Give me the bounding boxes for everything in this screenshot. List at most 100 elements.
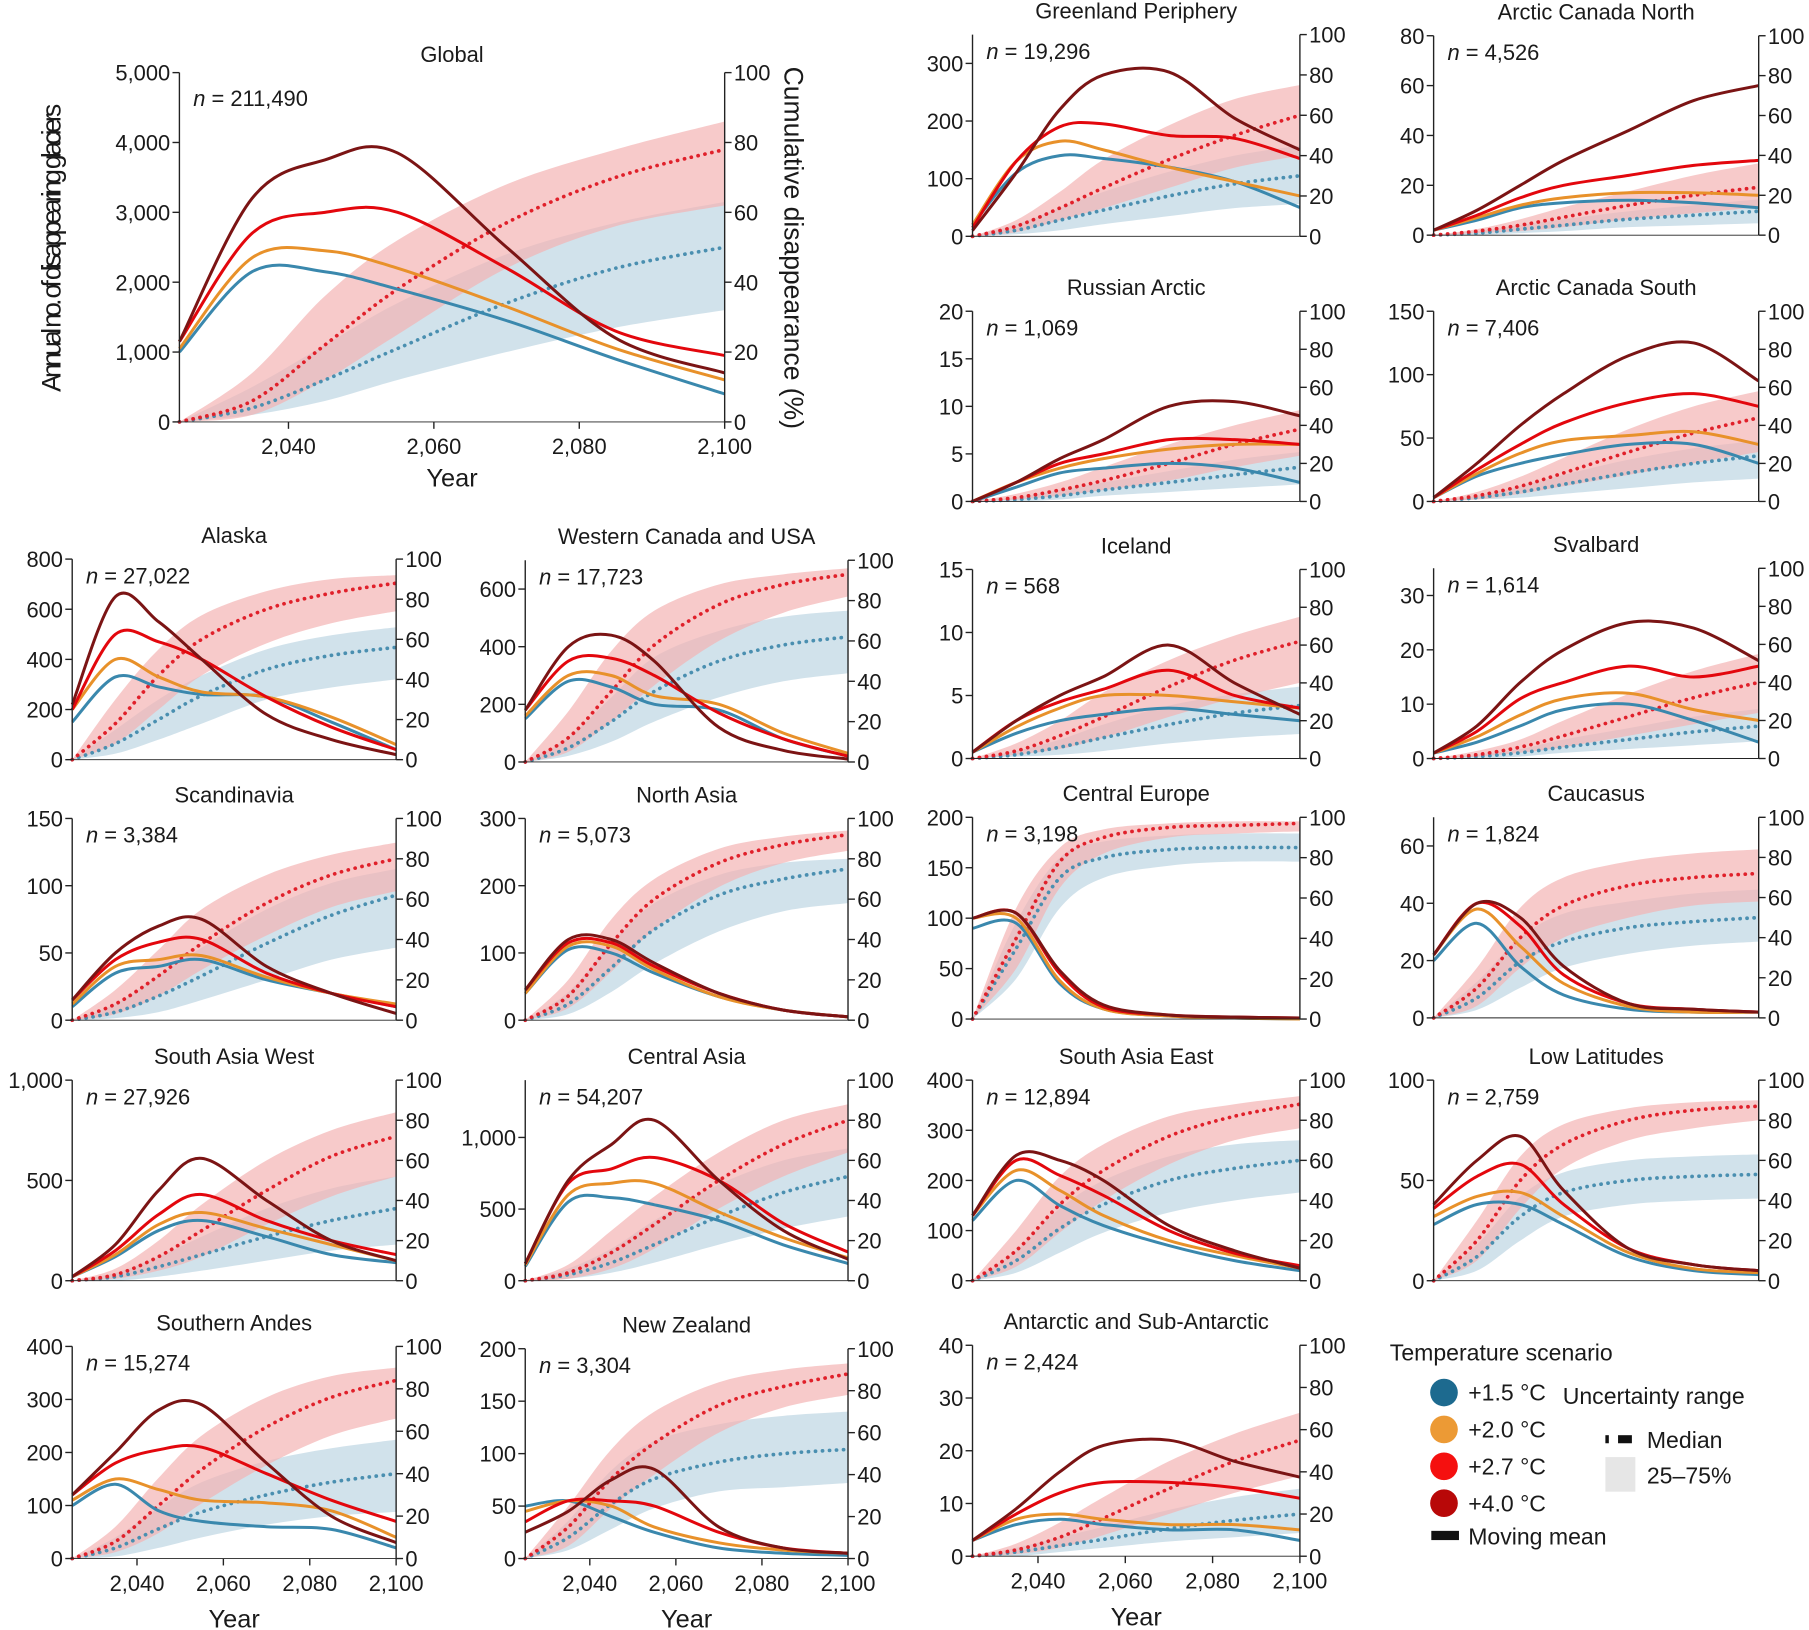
- right-tick-label: 60: [1309, 1148, 1333, 1173]
- left-tick-label: 50: [39, 941, 63, 966]
- left-tick-label: 50: [1400, 426, 1424, 451]
- right-tick-label: 100: [1768, 805, 1805, 830]
- moving-mean-2.7: [1432, 392, 1759, 499]
- right-tick-label: 20: [857, 1229, 881, 1254]
- sample-size-label: n = 19,296: [986, 39, 1090, 64]
- panel-title: Greenland Periphery: [1035, 0, 1237, 23]
- moving-mean-2.7: [523, 1155, 849, 1265]
- cum-red-median-line: [177, 147, 727, 424]
- right-tick-label: 0: [1309, 747, 1321, 772]
- moving-mean-4.0: [971, 399, 1301, 503]
- moving-mean-2.0: [971, 692, 1301, 754]
- right-tick-label: 100: [734, 61, 771, 86]
- cum-red-median-line: [523, 832, 850, 1023]
- moving-mean-swatch-icon: [1431, 1530, 1459, 1541]
- left-tick-label: 40: [1400, 891, 1424, 916]
- right-tick-label: 40: [1309, 926, 1333, 951]
- right-tick-label: 60: [1309, 375, 1333, 400]
- left-tick-label: 40: [939, 1333, 963, 1358]
- cum-blue-median-line: [523, 635, 850, 764]
- legend-title: Temperature scenario: [1390, 1339, 1613, 1365]
- right-tick-label: 40: [1768, 671, 1792, 696]
- moving-mean-2.0: [1432, 429, 1759, 499]
- right-tick-label: 100: [405, 1068, 442, 1093]
- band-blue-iqr: [972, 1140, 1300, 1281]
- cum-blue-median-line: [970, 1512, 1302, 1559]
- band-red-iqr: [972, 1412, 1300, 1557]
- left-tick-label: 1,000: [461, 1126, 516, 1151]
- left-tick-label: 15: [939, 558, 963, 583]
- left-tick-label: 0: [1412, 490, 1424, 515]
- panel-antarctic-and-sub-antarctic: 0 10 20 30 40 0 20 40 60 80 100 2,040 2,060 2,080 2,10…: [939, 1309, 1346, 1630]
- left-tick-label: 0: [951, 747, 963, 772]
- moving-mean-2.0: [71, 656, 397, 747]
- moving-mean-2.0: [71, 1477, 397, 1539]
- left-tick-label: 0: [504, 750, 516, 775]
- moving-mean-4.0: [1432, 84, 1760, 232]
- panel-arctic-canada-south: 0 50 100 150 0 20 40 60 80 100 Arctic Canada South…: [1388, 275, 1805, 514]
- right-tick-label: 40: [1309, 144, 1333, 169]
- right-tick-label: 40: [857, 1463, 881, 1488]
- right-tick-label: 40: [1309, 1189, 1333, 1214]
- right-tick-label: 40: [857, 928, 881, 953]
- right-tick-label: 40: [405, 1462, 429, 1487]
- panel-title: Arctic Canada North: [1498, 0, 1695, 25]
- right-tick-label: 40: [405, 928, 429, 953]
- panel-title: South Asia East: [1059, 1044, 1214, 1069]
- left-tick-label: 10: [939, 1492, 963, 1517]
- moving-mean-2.7: [524, 654, 849, 758]
- right-tick-label: 0: [857, 750, 869, 775]
- x-tick-label: 2,040: [110, 1571, 165, 1596]
- left-tick-label: 100: [479, 1442, 516, 1467]
- band-red-iqr: [525, 830, 849, 1021]
- legend-iqr-label: 25–75%: [1647, 1463, 1732, 1489]
- legend-swatch-icon: [1430, 1415, 1458, 1444]
- cum-blue-median-line: [1431, 915, 1761, 1020]
- x-axis-label: Year: [209, 1606, 261, 1630]
- moving-mean-1.5: [971, 706, 1301, 754]
- left-tick-label: 200: [927, 109, 964, 134]
- band-red-iqr: [1433, 391, 1759, 502]
- right-tick-label: 60: [1309, 1418, 1333, 1443]
- left-tick-label: 0: [51, 1269, 63, 1294]
- right-tick-label: 100: [1309, 1333, 1346, 1358]
- band-red-iqr: [972, 1096, 1300, 1281]
- left-tick-label: 0: [504, 1547, 516, 1572]
- x-axis-label: Year: [426, 464, 478, 492]
- left-tick-label: 150: [479, 1389, 516, 1414]
- legend-scenario-label: +4.0 °C: [1468, 1490, 1546, 1516]
- right-tick-label: 0: [1768, 1006, 1780, 1031]
- cum-blue-median-line: [70, 893, 398, 1023]
- cum-red-median-line: [970, 821, 1302, 1021]
- left-tick-label: 0: [951, 1544, 963, 1569]
- band-red-iqr: [1433, 849, 1759, 1018]
- right-tick-label: 20: [1309, 184, 1333, 209]
- right-tick-label: 100: [1309, 805, 1346, 830]
- right-tick-label: 100: [857, 1337, 894, 1362]
- legend-swatch-icon: [1430, 1489, 1458, 1518]
- right-tick-label: 40: [1768, 1189, 1792, 1214]
- right-tick-label: 80: [1768, 845, 1792, 870]
- panel-svalbard: 0 10 20 30 0 20 40 60 80 100 Svalbard n = 1,614: [1400, 532, 1804, 771]
- sample-size-label: n = 27,926: [86, 1084, 190, 1109]
- right-tick-label: 0: [1309, 1269, 1321, 1294]
- moving-mean-4.0: [524, 933, 849, 1019]
- right-tick-label: 40: [857, 669, 881, 694]
- right-tick-label: 100: [1768, 299, 1805, 324]
- right-tick-label: 40: [405, 1189, 429, 1214]
- sample-size-label: n = 2,759: [1447, 1084, 1539, 1109]
- band-red-iqr: [525, 1104, 849, 1281]
- moving-mean-2.0: [1433, 190, 1759, 232]
- left-tick-label: 200: [26, 1441, 63, 1466]
- sample-size-label: n = 1,824: [1447, 822, 1539, 847]
- left-tick-label: 0: [1412, 223, 1424, 248]
- cum-blue-median-line: [177, 245, 727, 424]
- right-tick-label: 60: [1768, 632, 1792, 657]
- right-tick-label: 40: [1309, 671, 1333, 696]
- x-tick-label: 2,080: [552, 434, 607, 459]
- right-tick-label: 100: [1309, 558, 1346, 583]
- moving-mean-4.0: [971, 643, 1301, 754]
- left-tick-label: 400: [26, 1334, 63, 1359]
- right-tick-label: 80: [405, 1377, 429, 1402]
- right-tick-label: 0: [734, 410, 746, 435]
